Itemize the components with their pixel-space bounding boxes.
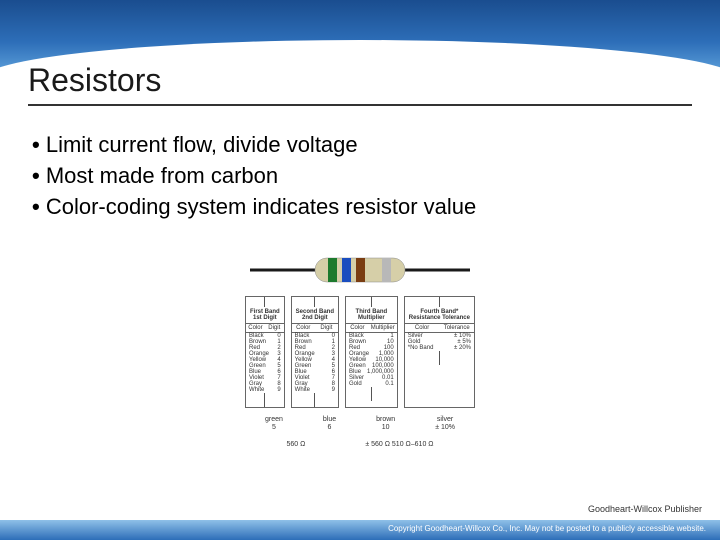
bullet-item: Limit current flow, divide voltage [32,130,700,161]
example-item: brown10 [376,416,395,433]
band-header: Fourth Band*Resistance Tolerance [405,307,474,324]
band-table-1: Second Band2nd DigitColorDigitBlack0Brow… [291,296,339,408]
image-attribution: Goodheart-Willcox Publisher [588,504,702,514]
title-underline [28,104,692,106]
band-table-3: Fourth Band*Resistance ToleranceColorTol… [404,296,475,408]
band-row: White9 [292,387,338,393]
band-subheader: Digit [315,324,338,332]
example-row: green5 blue6 brown10 silver± 10% [120,416,600,433]
band-table-0: First Band1st DigitColorDigitBlack0Brown… [245,296,285,408]
band-subheader: Color [405,324,440,332]
result-row: 560 Ω ± 560 Ω 510 Ω–610 Ω [120,441,600,448]
bullet-list: Limit current flow, divide voltage Most … [20,130,700,222]
band-header: Third BandMultiplier [346,307,397,324]
slide-title: Resistors [28,62,161,99]
band-table-2: Third BandMultiplierColorMultiplierBlack… [345,296,398,408]
band-subheader: Color [292,324,315,332]
result-tolerance: ± 560 Ω 510 Ω–610 Ω [365,441,433,448]
band-header: Second Band2nd Digit [292,307,338,324]
content-area: Limit current flow, divide voltage Most … [20,130,700,222]
band-subheader: Multiplier [369,324,397,332]
result-value: 560 Ω [286,441,305,448]
resistor-icon [250,250,470,290]
footer-copyright: Copyright Goodheart-Willcox Co., Inc. Ma… [0,520,720,540]
example-item: green5 [265,416,283,433]
band-row: Gold0.1 [346,381,397,387]
band-subheader: Digit [265,324,284,332]
example-item: blue6 [323,416,336,433]
band-subheader: Color [346,324,369,332]
band-header: First Band1st Digit [246,307,284,324]
band-row: *No Band± 20% [405,345,474,351]
resistor-diagram: First Band1st DigitColorDigitBlack0Brown… [120,250,600,448]
bullet-item: Most made from carbon [32,161,700,192]
band-subheader: Tolerance [439,324,474,332]
bullet-item: Color-coding system indicates resistor v… [32,192,700,223]
color-code-tables: First Band1st DigitColorDigitBlack0Brown… [120,296,600,408]
band-row: White9 [246,387,284,393]
band-subheader: Color [246,324,265,332]
example-item: silver± 10% [435,416,455,433]
